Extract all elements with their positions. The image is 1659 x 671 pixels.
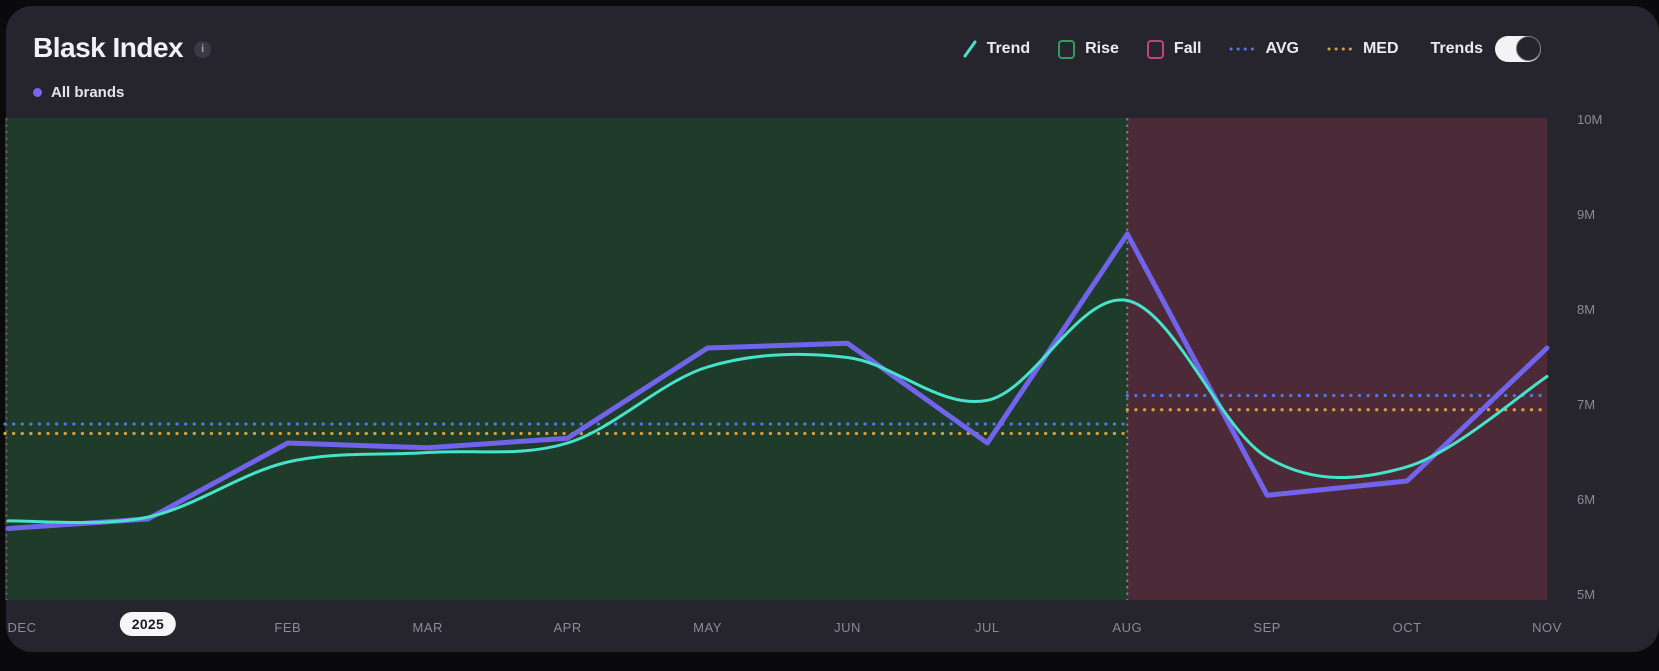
trends-toggle-group: Trends: [1431, 36, 1541, 62]
x-label-month: SEP: [1253, 620, 1281, 635]
legend-item-label: Rise: [1085, 40, 1119, 57]
avg-dotted-icon: [1229, 47, 1255, 51]
x-label-month: MAR: [412, 620, 443, 635]
region-rise: [5, 118, 1128, 600]
legend-item-avg[interactable]: AVG: [1229, 40, 1299, 58]
chart-legend: Trend Rise Fall AVG MED Trends: [963, 36, 1541, 62]
legend-item-fall[interactable]: Fall: [1146, 39, 1202, 59]
info-icon[interactable]: i: [194, 40, 212, 58]
x-label-month: DEC: [7, 620, 37, 635]
x-label-month: AUG: [1112, 620, 1143, 635]
series-all-brands: [5, 231, 1550, 531]
legend-item-label: MED: [1362, 40, 1399, 57]
trends-toggle[interactable]: [1495, 36, 1541, 62]
x-label-month: OCT: [1392, 620, 1422, 635]
series-label: All brands: [51, 84, 125, 101]
legend-item-trend[interactable]: Trend: [963, 40, 1031, 58]
page-title: Blask Index: [33, 32, 184, 63]
y-tick-label: 5M: [1577, 587, 1596, 602]
trend-line-icon: [963, 40, 977, 58]
x-label-month: NOV: [1532, 620, 1562, 635]
y-tick-label: 9M: [1577, 207, 1596, 222]
x-label-month: APR: [553, 620, 582, 635]
trends-toggle-label: Trends: [1430, 40, 1483, 57]
series-dot: [33, 88, 42, 97]
legend-item-rise[interactable]: Rise: [1058, 39, 1119, 59]
y-tick-label: 7M: [1577, 397, 1596, 412]
x-label-month: FEB: [274, 620, 302, 635]
y-tick-label: 6M: [1577, 492, 1596, 507]
x-label-month: JUN: [834, 620, 861, 635]
rise-square-icon: [1058, 39, 1076, 59]
x-label-year-pill: 2025: [119, 612, 177, 636]
y-tick-label: 8M: [1577, 302, 1596, 317]
med-dotted-icon: [1327, 47, 1353, 51]
region-fall: [1127, 118, 1547, 600]
x-label-month: JUL: [975, 620, 1000, 635]
legend-item-label: AVG: [1265, 40, 1299, 57]
fall-square-icon: [1146, 39, 1164, 59]
legend-item-label: Trend: [986, 40, 1031, 57]
x-label-month: MAY: [693, 620, 722, 635]
series-trend: [6, 298, 1549, 525]
legend-item-label: Fall: [1173, 40, 1202, 57]
legend-item-med[interactable]: MED: [1327, 40, 1399, 58]
toggle-knob: [1516, 36, 1541, 61]
y-tick-label: 10M: [1577, 112, 1603, 127]
